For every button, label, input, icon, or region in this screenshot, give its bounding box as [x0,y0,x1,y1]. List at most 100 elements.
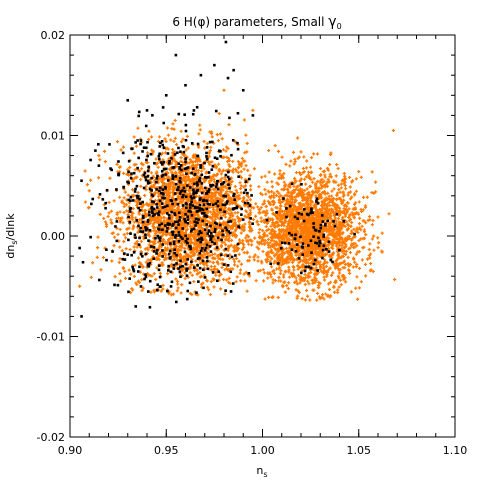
point-orange [244,236,248,240]
point-orange [144,260,148,264]
point-orange [139,205,143,209]
point-black [179,259,182,263]
point-black [139,285,143,288]
point-black [162,121,166,125]
point-orange [214,234,218,238]
point-orange [276,295,280,300]
point-orange [236,160,240,164]
point-orange [355,262,359,267]
point-orange [146,231,151,235]
point-orange [195,244,200,249]
point-black [211,235,214,238]
point-orange [262,199,267,203]
point-orange [218,193,222,197]
point-black [192,109,196,112]
point-orange [301,166,306,171]
point-orange [200,186,204,190]
point-black [97,142,100,146]
point-orange [252,167,257,171]
point-orange [215,133,219,137]
point-orange [216,262,220,266]
point-orange [212,285,216,289]
point-orange [163,210,167,214]
point-black [174,175,178,178]
point-black [150,209,154,213]
point-orange [184,148,188,152]
point-orange [215,173,219,177]
point-black [136,270,140,273]
point-black [111,250,114,253]
point-orange [125,231,129,236]
point-orange [208,253,212,258]
point-orange [271,281,275,285]
point-orange [315,298,319,302]
point-orange [188,219,193,224]
point-black [206,267,210,271]
point-orange [158,254,162,258]
point-orange [223,177,227,182]
point-orange [112,244,116,248]
point-orange [156,240,160,244]
point-black [230,255,234,259]
point-orange [355,275,359,279]
point-orange [214,273,218,277]
point-orange [228,190,232,194]
point-orange [98,212,102,216]
point-black [156,234,160,238]
point-orange [269,272,273,277]
point-orange [242,167,246,171]
point-orange [156,257,160,261]
point-black [184,206,188,210]
point-orange [144,187,148,192]
point-orange [162,251,166,255]
point-orange [223,268,227,272]
point-orange [241,228,245,233]
point-orange [122,210,126,215]
point-orange [127,226,131,230]
point-orange [198,244,202,248]
point-orange [125,209,129,213]
point-orange [174,256,178,260]
point-orange [300,297,304,301]
point-black [202,203,206,207]
point-orange [189,232,194,237]
point-orange [131,206,135,211]
point-orange [244,164,248,168]
point-orange [290,260,295,264]
point-orange [216,162,221,166]
point-orange [288,164,292,168]
point-orange [137,200,141,204]
point-black [170,210,173,214]
point-orange [164,257,169,261]
point-black [224,226,227,229]
point-orange [247,242,251,246]
point-orange [166,199,170,203]
point-orange [249,205,254,209]
point-orange [239,191,243,195]
point-black [185,172,188,176]
point-orange [301,214,306,218]
point-orange [158,176,162,181]
point-black [216,236,220,240]
point-orange [207,154,211,158]
point-orange [85,183,90,187]
point-orange [118,245,122,249]
point-orange [189,188,193,192]
point-orange [393,277,397,282]
point-orange [206,251,210,255]
point-black [198,266,202,270]
point-orange [118,272,122,276]
point-orange [239,164,243,168]
point-black [167,213,171,217]
point-orange [161,237,166,242]
point-black [174,300,178,304]
point-orange [87,189,91,193]
point-black [186,289,190,293]
point-orange [98,158,102,162]
point-orange [186,146,190,150]
point-orange [229,197,233,201]
point-orange [202,139,206,144]
point-black [160,169,164,173]
point-orange [387,212,391,216]
point-orange [154,157,158,161]
